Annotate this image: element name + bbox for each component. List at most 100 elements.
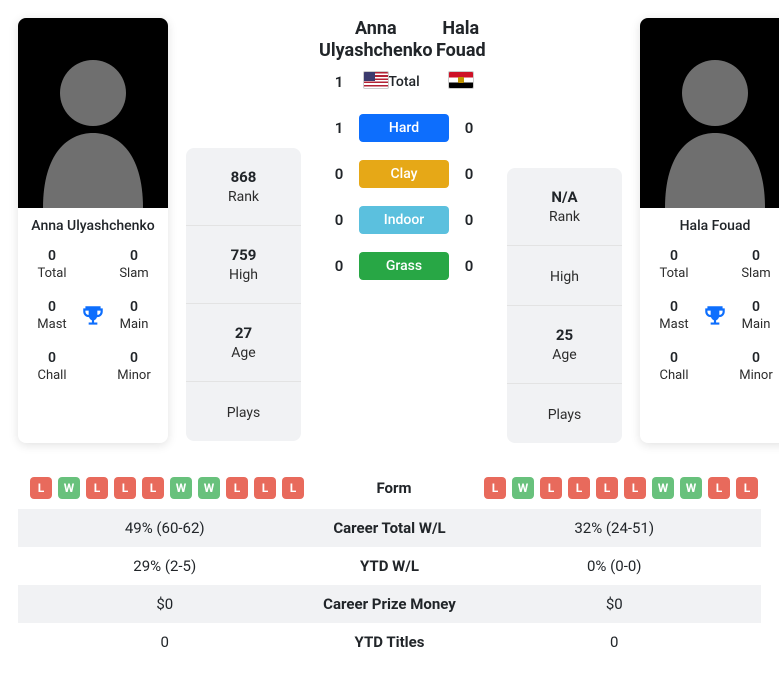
stats-tile-right: N/ARank High 25Age Plays	[507, 168, 622, 443]
compare-label: Career Prize Money	[300, 595, 480, 613]
compare-row: 0YTD Titles0	[18, 623, 761, 661]
compare-right: 32% (24-51)	[480, 519, 750, 537]
stat-main: 0Main	[106, 299, 162, 332]
player-name-right: Hala Fouad	[640, 208, 779, 242]
player-card-left[interactable]: Anna Ulyashchenko 0Total 0Slam 0Mast 0Ma…	[18, 18, 168, 443]
surface-label[interactable]: Indoor	[359, 206, 449, 234]
surface-label[interactable]: Clay	[359, 160, 449, 188]
form-badge[interactable]: W	[512, 477, 534, 499]
surface-right-count: 0	[449, 119, 489, 137]
surface-table: 1Total01Hard00Clay00Indoor00Grass0	[319, 68, 489, 280]
compare-left: 29% (2-5)	[30, 557, 300, 575]
tile-rank: 868Rank	[186, 148, 301, 226]
surface-row: 1Hard0	[319, 114, 489, 142]
tile-rank: N/ARank	[507, 168, 622, 246]
flag-us-icon	[363, 71, 389, 89]
form-badge[interactable]: L	[282, 477, 304, 499]
form-badge[interactable]: L	[596, 477, 618, 499]
stat-minor: 0Minor	[728, 350, 779, 383]
compare-right: 0	[480, 633, 750, 651]
stat-mast: 0Mast	[24, 299, 80, 332]
form-badge[interactable]: W	[170, 477, 192, 499]
surface-right-count: 0	[449, 211, 489, 229]
form-badges-left: LWLLLWWLLL	[30, 477, 304, 499]
stat-mast: 0Mast	[646, 299, 702, 332]
compare-right: 0% (0-0)	[480, 557, 750, 575]
surface-right-count: 0	[449, 257, 489, 275]
compare-table: LWLLLWWLLL Form LWLLLLWWLL 49% (60-62)Ca…	[18, 467, 761, 661]
h2h-column: AnnaUlyashchenko Hala Fouad 1Total01Hard…	[319, 18, 489, 443]
form-badge[interactable]: W	[198, 477, 220, 499]
stat-chall: 0Chall	[646, 350, 702, 383]
tile-high: 759High	[186, 226, 301, 304]
stat-total: 0Total	[24, 248, 80, 281]
surface-left-count: 0	[319, 211, 359, 229]
compare-right: $0	[480, 595, 750, 613]
compare-row: 49% (60-62)Career Total W/L32% (24-51)	[18, 509, 761, 547]
form-badge[interactable]: W	[58, 477, 80, 499]
compare-row: 29% (2-5)YTD W/L0% (0-0)	[18, 547, 761, 585]
silhouette-icon	[655, 28, 775, 208]
form-badge[interactable]: L	[114, 477, 136, 499]
stat-minor: 0Minor	[106, 350, 162, 383]
surface-row: 0Indoor0	[319, 206, 489, 234]
compare-row-form: LWLLLWWLLL Form LWLLLLWWLL	[18, 467, 761, 509]
player-card-stats-right: 0Total 0Slam 0Mast 0Main 0Chall 0Minor	[640, 242, 779, 397]
player-card-right[interactable]: Hala Fouad 0Total 0Slam 0Mast 0Main 0Cha…	[640, 18, 779, 443]
trophy-icon	[80, 299, 106, 332]
compare-left: 49% (60-62)	[30, 519, 300, 537]
compare-label: Career Total W/L	[300, 519, 480, 537]
stat-slam: 0Slam	[728, 248, 779, 281]
compare-label: YTD W/L	[300, 557, 480, 575]
form-badge[interactable]: L	[226, 477, 248, 499]
h2h-name-left: AnnaUlyashchenko	[319, 18, 433, 61]
stat-main: 0Main	[728, 299, 779, 332]
form-badge[interactable]: W	[652, 477, 674, 499]
tile-plays: Plays	[507, 384, 622, 443]
trophy-icon	[702, 299, 728, 332]
names-row: AnnaUlyashchenko Hala Fouad	[319, 18, 489, 93]
top-row: Anna Ulyashchenko 0Total 0Slam 0Mast 0Ma…	[18, 18, 761, 443]
form-badge[interactable]: L	[736, 477, 758, 499]
form-badge[interactable]: L	[568, 477, 590, 499]
form-badge[interactable]: L	[540, 477, 562, 499]
compare-label-form: Form	[304, 479, 484, 497]
name-block-right: Hala Fouad	[433, 18, 489, 93]
form-badge[interactable]: L	[484, 477, 506, 499]
form-badge[interactable]: L	[254, 477, 276, 499]
form-badge[interactable]: L	[624, 477, 646, 499]
silhouette-icon	[33, 28, 153, 208]
tile-plays: Plays	[186, 382, 301, 441]
tile-age: 27Age	[186, 304, 301, 382]
surface-row: 0Grass0	[319, 252, 489, 280]
form-badge[interactable]: L	[30, 477, 52, 499]
compare-row: $0Career Prize Money$0	[18, 585, 761, 623]
surface-row: 0Clay0	[319, 160, 489, 188]
surface-left-count: 1	[319, 119, 359, 137]
stat-slam: 0Slam	[106, 248, 162, 281]
form-badge[interactable]: L	[142, 477, 164, 499]
form-badges-right: LWLLLLWWLL	[484, 477, 758, 499]
stats-tile-left: 868Rank 759High 27Age Plays	[186, 148, 301, 441]
flag-eg-icon	[448, 71, 474, 89]
compare-label: YTD Titles	[300, 633, 480, 651]
compare-left: 0	[30, 633, 300, 651]
player-name-left: Anna Ulyashchenko	[18, 208, 168, 242]
stat-total: 0Total	[646, 248, 702, 281]
form-badge[interactable]: W	[680, 477, 702, 499]
tile-high: High	[507, 246, 622, 306]
form-badge[interactable]: L	[86, 477, 108, 499]
compare-left: $0	[30, 595, 300, 613]
surface-left-count: 0	[319, 165, 359, 183]
surface-label[interactable]: Hard	[359, 114, 449, 142]
name-block-left: AnnaUlyashchenko	[319, 18, 433, 93]
player-silhouette-right	[640, 18, 779, 208]
surface-label[interactable]: Grass	[359, 252, 449, 280]
tile-age: 25Age	[507, 306, 622, 384]
player-card-stats-left: 0Total 0Slam 0Mast 0Main 0Chall 0Minor	[18, 242, 168, 397]
form-badge[interactable]: L	[708, 477, 730, 499]
stat-chall: 0Chall	[24, 350, 80, 383]
surface-left-count: 0	[319, 257, 359, 275]
h2h-name-right: Hala Fouad	[433, 18, 489, 61]
player-silhouette-left	[18, 18, 168, 208]
